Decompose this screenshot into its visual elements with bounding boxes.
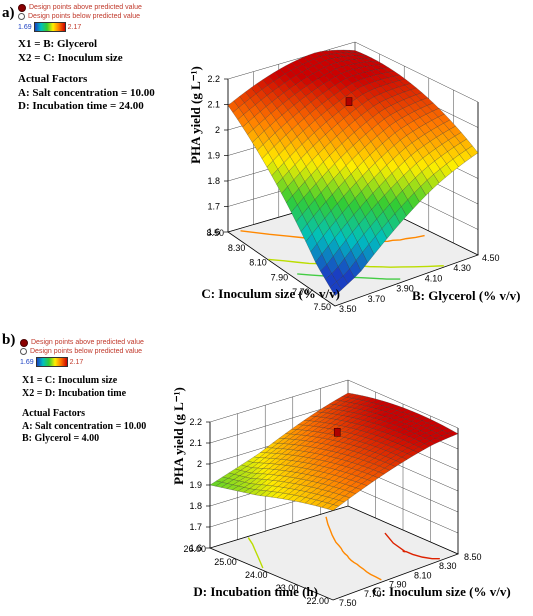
design-point-above-icon bbox=[20, 338, 28, 347]
actual-factor-1: A: Salt concentration = 10.00 bbox=[18, 86, 155, 99]
design-point-above-icon bbox=[18, 3, 26, 12]
z-tick-label: 2.1 bbox=[207, 100, 220, 110]
x-tick-label: 4.10 bbox=[425, 273, 443, 283]
response-surface bbox=[227, 49, 479, 296]
z-axis-title: PHA yield (g L⁻¹) bbox=[188, 66, 203, 164]
x-tick-label: 8.50 bbox=[464, 552, 482, 562]
scale-max: 2.17 bbox=[67, 23, 82, 31]
scale-min: 1.69 bbox=[20, 358, 34, 366]
x-tick-label: 7.50 bbox=[339, 598, 357, 608]
floor-plane bbox=[208, 505, 460, 601]
legend-below: Design points below predicted value bbox=[20, 347, 144, 356]
x-tick-label: 3.70 bbox=[368, 294, 386, 304]
z-axis-title: PHA yield (g L⁻¹) bbox=[171, 387, 186, 485]
design-point-below-icon bbox=[18, 13, 25, 20]
y-tick-label: 7.50 bbox=[313, 302, 331, 312]
x2-definition: X2 = C: Inoculum size bbox=[18, 51, 123, 64]
y-tick-label: 25.00 bbox=[214, 557, 237, 567]
legend-above: Design points above predicted value bbox=[20, 338, 144, 347]
surface-plot-a: 1.6 1.7 1.8 1.9 2 2.1 2.2 3.50 3.70 3.90 4.10 4.30 4… bbox=[188, 41, 520, 314]
z-tick-label: 2.2 bbox=[207, 74, 220, 84]
response-surface bbox=[209, 392, 459, 511]
z-tick-label: 2 bbox=[197, 459, 202, 469]
y-tick-label: 7.90 bbox=[271, 272, 289, 282]
z-tick-label: 1.6 bbox=[207, 227, 220, 237]
z-tick-label: 1.9 bbox=[189, 480, 202, 490]
scale-min: 1.69 bbox=[18, 23, 32, 31]
panel-a: a) Design points above predicted value D… bbox=[2, 3, 520, 314]
x-tick-label: 3.90 bbox=[396, 284, 414, 294]
z-tick-label: 1.6 bbox=[189, 543, 202, 553]
x-axis-title: C: Inoculum size (% v/v) bbox=[372, 584, 511, 599]
design-point-marker bbox=[333, 428, 341, 437]
y-tick-label: 22.00 bbox=[306, 596, 329, 606]
legend-below-label: Design points below predicted value bbox=[28, 13, 141, 20]
surface-cell bbox=[329, 281, 342, 296]
ticks: 1.6 1.7 1.8 1.9 2 2.1 2.2 3.50 3.70 3.90 4.10 4.30 4… bbox=[206, 74, 499, 314]
legend: Design points above predicted value Desi… bbox=[20, 338, 144, 367]
y-tick-label: 7.70 bbox=[292, 287, 310, 297]
x-tick-label: 4.50 bbox=[482, 253, 500, 263]
legend-above: Design points above predicted value bbox=[18, 3, 142, 12]
x1-definition: X1 = C: Inoculum size bbox=[22, 375, 118, 386]
z-tick-label: 2.1 bbox=[189, 438, 202, 448]
z-tick-label: 1.7 bbox=[189, 522, 202, 532]
surface-cell bbox=[327, 504, 339, 511]
z-tick-label: 2.2 bbox=[189, 417, 202, 427]
z-tick-label: 1.8 bbox=[207, 176, 220, 186]
design-point-marker bbox=[345, 97, 353, 106]
x-tick-label: 4.30 bbox=[453, 263, 471, 273]
y-tick-label: 8.10 bbox=[249, 258, 267, 268]
actual-factor-1: A: Salt concentration = 10.00 bbox=[22, 420, 147, 432]
y-tick-label: 24.00 bbox=[245, 570, 268, 580]
surface-plot-b: 1.6 1.7 1.8 1.9 2 2.1 2.2 7.50 7.70 7.90 8.10 8.30 8… bbox=[171, 379, 511, 608]
actual-factors-heading: Actual Factors bbox=[22, 408, 86, 419]
actual-factors-heading: Actual Factors bbox=[18, 73, 88, 85]
scale-max: 2.17 bbox=[69, 358, 84, 366]
panel-label: b) bbox=[2, 332, 16, 348]
x-tick-label: 8.30 bbox=[439, 561, 457, 571]
y-tick-label: 8.30 bbox=[228, 243, 246, 253]
x-axis-title: B: Glycerol (% v/v) bbox=[412, 288, 520, 303]
panel-label: a) bbox=[2, 5, 15, 21]
x1-definition: X1 = B: Glycerol bbox=[18, 38, 98, 50]
ticks: 1.6 1.7 1.8 1.9 2 2.1 2.2 7.50 7.70 7.90 8.10 8.30 8… bbox=[183, 417, 481, 608]
panel-b: b) Design points above predicted value D… bbox=[0, 318, 533, 616]
color-scale-gradient bbox=[33, 22, 66, 32]
z-tick-label: 2 bbox=[215, 125, 220, 135]
legend-below: Design points below predicted value bbox=[18, 12, 142, 21]
actual-factor-2: D: Incubation time = 24.00 bbox=[18, 100, 144, 112]
x-tick-label: 7.70 bbox=[364, 589, 382, 599]
design-point-below-icon bbox=[20, 348, 27, 355]
x-tick-label: 7.90 bbox=[389, 580, 407, 590]
factor-block: X1 = B: Glycerol X2 = C: Inoculum size A… bbox=[18, 38, 155, 114]
color-scale: 1.69 2.17 bbox=[20, 357, 144, 367]
legend: Design points above predicted value Desi… bbox=[18, 3, 142, 32]
z-tick-label: 1.7 bbox=[207, 202, 220, 212]
contour-line bbox=[384, 532, 440, 560]
y-tick-label: 26.00 bbox=[183, 544, 206, 554]
actual-factor-2: B: Glycerol = 4.00 bbox=[22, 433, 100, 444]
color-scale: 1.69 2.17 bbox=[18, 22, 142, 32]
x-tick-label: 3.50 bbox=[339, 304, 357, 314]
y-axis-title: D: Incubation time (h) bbox=[193, 584, 318, 599]
contour-line bbox=[247, 537, 264, 569]
floor-contours bbox=[247, 516, 440, 581]
legend-above-label: Design points above predicted value bbox=[31, 339, 144, 346]
color-scale-gradient bbox=[35, 357, 68, 367]
legend-below-label: Design points below predicted value bbox=[30, 348, 143, 355]
y-tick-label: 23.00 bbox=[276, 583, 299, 593]
y-tick-label: 8.50 bbox=[206, 228, 224, 238]
legend-above-label: Design points above predicted value bbox=[29, 4, 142, 11]
z-tick-label: 1.8 bbox=[189, 501, 202, 511]
x-tick-label: 8.10 bbox=[414, 570, 432, 580]
factor-block: X1 = C: Inoculum size X2 = D: Incubation… bbox=[22, 375, 146, 446]
y-axis-title: C: Inoculum size (% v/v) bbox=[201, 286, 340, 301]
x2-definition: X2 = D: Incubation time bbox=[22, 387, 127, 399]
contour-line bbox=[325, 516, 382, 581]
z-tick-label: 1.9 bbox=[207, 151, 220, 161]
